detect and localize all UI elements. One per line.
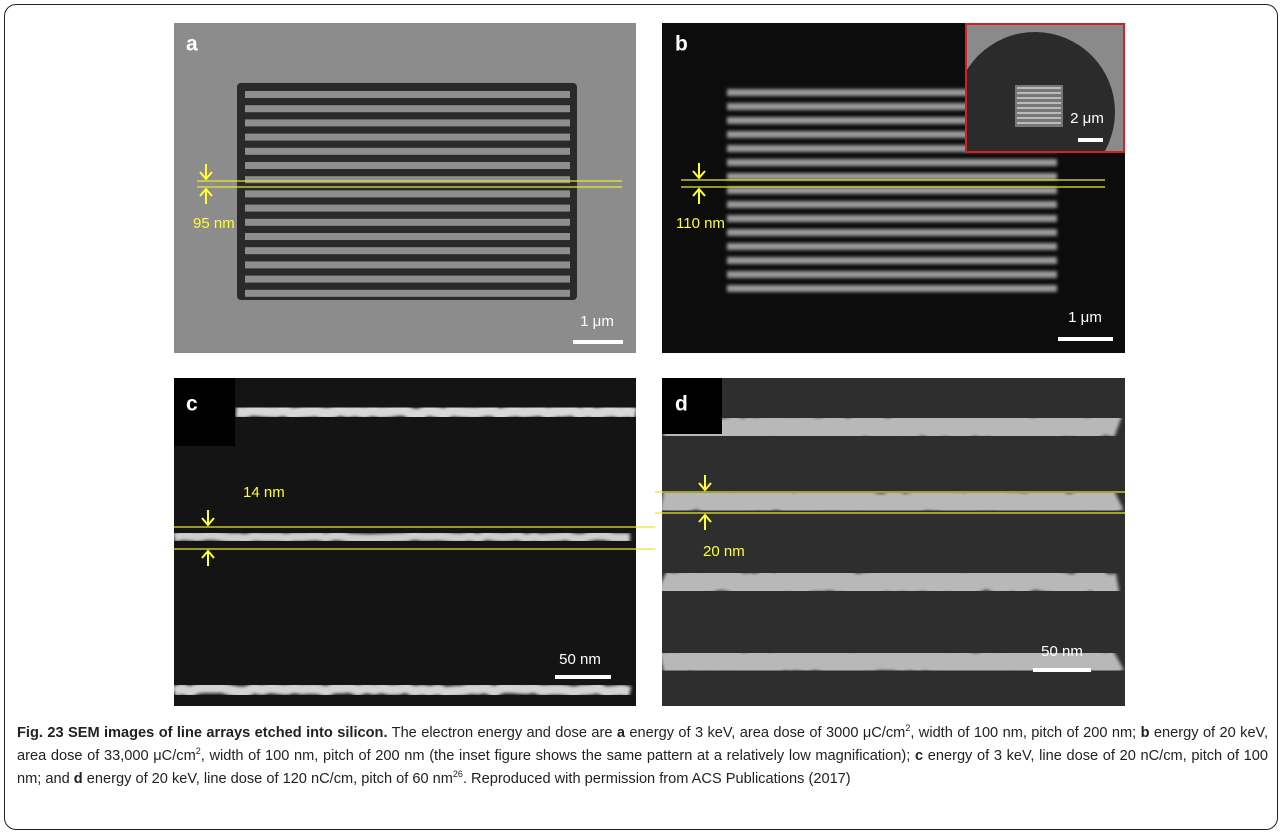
pattern-line bbox=[727, 89, 1057, 96]
measure-arrow bbox=[698, 475, 712, 492]
inset bbox=[965, 23, 1125, 153]
caption-bold: c bbox=[914, 748, 924, 764]
measure-arrow bbox=[698, 513, 712, 530]
panel-label: c bbox=[186, 393, 198, 416]
caption-superscript: 2 bbox=[195, 746, 201, 757]
caption-text: energy of 20 keV, line dose of 120 nC/cm… bbox=[82, 771, 453, 787]
pattern-line bbox=[727, 117, 1057, 124]
sem-line bbox=[662, 408, 1123, 446]
measure-arrow bbox=[692, 187, 706, 204]
pattern-line bbox=[727, 159, 1057, 166]
label-box bbox=[662, 378, 722, 434]
caption-bold: d bbox=[73, 771, 83, 787]
pattern-line bbox=[245, 119, 570, 127]
caption-text: . Reproduced with permission from ACS Pu… bbox=[462, 771, 851, 787]
inset-scale-label: 2 μm bbox=[1070, 110, 1104, 127]
sem-line bbox=[174, 529, 631, 545]
scale-bar-label: 50 nm bbox=[559, 651, 601, 668]
pattern-line bbox=[727, 229, 1057, 236]
measurement-label: 14 nm bbox=[243, 484, 285, 501]
measure-arrow bbox=[692, 163, 706, 180]
pattern-line bbox=[245, 190, 570, 198]
pattern-line bbox=[245, 105, 570, 113]
inset-line bbox=[1017, 97, 1061, 99]
pattern-line bbox=[727, 215, 1057, 222]
measurement-label: 20 nm bbox=[703, 543, 745, 560]
pattern-line bbox=[727, 173, 1057, 180]
measurement-label: 110 nm bbox=[676, 215, 725, 232]
sem-line bbox=[235, 403, 636, 421]
caption-bold: a bbox=[616, 725, 625, 741]
caption-text: energy of 3 keV, line dose of 20 nC/cm, … bbox=[17, 748, 1268, 787]
pattern-line bbox=[245, 233, 570, 240]
scale-bar-label: 1 μm bbox=[580, 313, 614, 330]
pattern-line bbox=[727, 243, 1057, 250]
figure-caption: Fig. 23 SEM images of line arrays etched… bbox=[17, 722, 1268, 791]
figure: a 95 nm 1 μm b 110 nm 1 μm 2 μm c 14 nm 50 nm d 20 … bbox=[174, 23, 1125, 706]
panel-label: b bbox=[675, 33, 688, 56]
inset-line bbox=[1017, 102, 1061, 104]
caption-text: , width of 100 nm, pitch of 200 nm (the … bbox=[200, 748, 915, 764]
pattern-line bbox=[727, 257, 1057, 264]
measure-arrow bbox=[201, 549, 215, 566]
inset-line bbox=[1017, 87, 1061, 89]
inset-line bbox=[1017, 117, 1061, 119]
pattern-line bbox=[727, 201, 1057, 208]
pattern-line bbox=[245, 162, 570, 169]
pattern-line bbox=[727, 285, 1057, 292]
caption-text: energy of 20 keV, area dose of 33,000 μC… bbox=[17, 725, 1269, 764]
scale-bar-label: 50 nm bbox=[1041, 643, 1083, 660]
measure-arrow bbox=[201, 510, 215, 527]
pattern-line bbox=[245, 261, 570, 269]
pattern-line bbox=[245, 91, 570, 98]
pattern-line bbox=[245, 218, 570, 226]
scale-bar bbox=[1078, 138, 1103, 142]
inset-line bbox=[1017, 122, 1061, 124]
panel-label: a bbox=[186, 33, 198, 56]
sem-line bbox=[662, 643, 1124, 681]
sem-line bbox=[662, 483, 1124, 520]
label-box bbox=[174, 378, 235, 446]
scale-bar bbox=[1033, 668, 1091, 672]
pattern-line bbox=[245, 289, 570, 297]
pattern-line bbox=[727, 145, 1057, 152]
pattern-line bbox=[727, 187, 1057, 194]
scale-bar bbox=[573, 340, 623, 344]
pattern-line bbox=[245, 204, 570, 212]
pattern-line bbox=[245, 176, 570, 184]
caption-superscript: 2 bbox=[905, 723, 911, 734]
inset-pattern bbox=[1015, 85, 1063, 127]
caption-text: , width of 100 nm, pitch of 200 nm; bbox=[910, 725, 1141, 741]
caption-bold: b bbox=[1140, 725, 1150, 741]
pattern-line bbox=[727, 271, 1057, 278]
pattern-line bbox=[245, 275, 570, 283]
caption-superscript: 26 bbox=[452, 769, 463, 780]
caption-text: The electron energy and dose are bbox=[387, 725, 617, 741]
caption-text: energy of 3 keV, area dose of 3000 μC/cm bbox=[624, 725, 906, 741]
scale-bar-label: 1 μm bbox=[1068, 309, 1102, 326]
caption-bold: Fig. 23 SEM images of line arrays etched… bbox=[17, 725, 388, 741]
inset-border bbox=[965, 23, 1125, 153]
inset-line bbox=[1017, 92, 1061, 94]
scale-bar bbox=[1058, 337, 1113, 341]
inset-line bbox=[1017, 112, 1061, 114]
sem-line bbox=[662, 563, 1121, 601]
measurement-label: 95 nm bbox=[193, 215, 235, 232]
pattern-line bbox=[245, 133, 570, 141]
panel-label: d bbox=[675, 393, 688, 416]
inset-line bbox=[1017, 107, 1061, 109]
measure-arrow bbox=[199, 187, 213, 204]
pattern-line bbox=[727, 131, 1057, 138]
scale-bar bbox=[555, 675, 611, 679]
figure-frame bbox=[4, 4, 1278, 830]
measure-arrow bbox=[199, 164, 213, 181]
pattern-line bbox=[727, 103, 1057, 110]
pattern-line bbox=[245, 147, 570, 155]
pattern-line bbox=[245, 247, 570, 255]
sem-line bbox=[174, 681, 632, 699]
